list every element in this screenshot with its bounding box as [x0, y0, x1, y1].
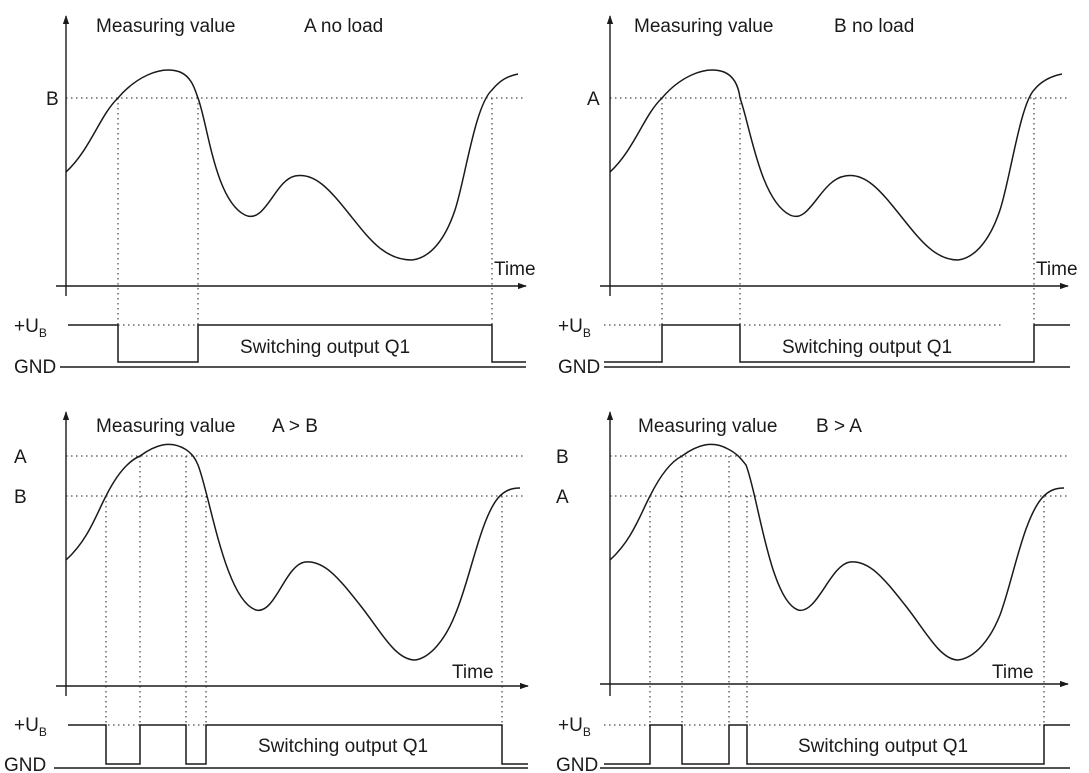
threshold-upper-label: A [587, 89, 600, 110]
panel-a-greater-b: Measuring value A > B A B Time +UB GND S… [4, 411, 529, 773]
threshold-upper-label: B [46, 89, 59, 110]
measuring-value-label: Measuring value [96, 416, 235, 437]
ub-label: +UB [558, 715, 591, 739]
measuring-curve [65, 443, 521, 661]
measuring-value-label: Measuring value [634, 16, 773, 37]
panel-b-greater-a: Measuring value B > A B A Time +UB GND S… [556, 411, 1070, 773]
time-label: Time [494, 259, 536, 280]
time-label: Time [452, 662, 494, 683]
panel-a-no-load: Measuring value A no load B Time +UB GND… [14, 15, 536, 378]
threshold-lower-label: B [14, 487, 27, 508]
switching-output-signal [68, 724, 528, 765]
mode-label: B > A [816, 416, 862, 437]
threshold-lower-label: A [556, 487, 569, 508]
mode-label: A > B [272, 416, 318, 437]
gnd-label: GND [14, 357, 56, 378]
measuring-curve [65, 69, 519, 261]
switching-output-label: Switching output Q1 [258, 736, 428, 757]
mode-label: A no load [304, 16, 383, 37]
switching-output-signal [604, 724, 1070, 765]
mode-label: B no load [834, 16, 914, 37]
ub-label: +UB [14, 316, 47, 340]
panel-b-no-load: Measuring value B no load A Time +UB GND… [558, 15, 1078, 378]
switching-output-signal [68, 324, 526, 363]
gnd-label: GND [4, 755, 46, 773]
threshold-upper-label: A [14, 447, 27, 468]
gnd-label: GND [558, 357, 600, 378]
ub-subscript: B [583, 326, 591, 340]
time-label: Time [1036, 259, 1078, 280]
ub-subscript: B [39, 326, 47, 340]
measuring-curve [609, 443, 1065, 661]
switching-output-label: Switching output Q1 [240, 337, 410, 358]
gnd-label: GND [556, 755, 598, 773]
ub-subscript: B [583, 725, 591, 739]
switching-output-label: Switching output Q1 [782, 337, 952, 358]
threshold-upper-label: B [556, 447, 569, 468]
ub-subscript: B [39, 725, 47, 739]
measuring-curve [609, 69, 1063, 261]
time-label: Time [992, 662, 1034, 683]
switching-output-label: Switching output Q1 [798, 736, 968, 757]
measuring-value-label: Measuring value [638, 416, 777, 437]
switching-output-signal [604, 324, 1070, 363]
ub-label: +UB [558, 316, 591, 340]
ub-label: +UB [14, 715, 47, 739]
measuring-value-label: Measuring value [96, 16, 235, 37]
